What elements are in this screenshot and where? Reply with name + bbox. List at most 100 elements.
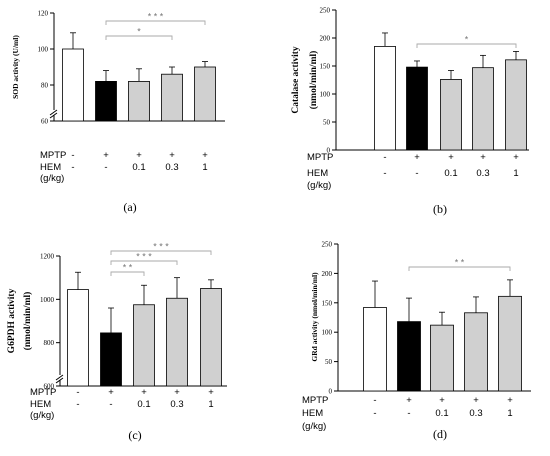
y-tick-label: 100 — [38, 46, 49, 54]
treatment-row-name: MPTP — [30, 387, 56, 398]
bar — [62, 48, 84, 122]
y-tick-label: 1000 — [40, 296, 55, 304]
treatment-value: 0.1 — [444, 168, 457, 179]
significance-bracket — [408, 266, 511, 271]
y-tick-label: 0 — [327, 147, 331, 155]
significance-bracket — [416, 43, 517, 48]
significance-bracket — [110, 271, 145, 276]
bar — [397, 321, 421, 392]
y-axis-label: (nmol/min/ml) — [308, 51, 319, 110]
y-axis-label: (nmol/min/ml) — [22, 292, 33, 351]
treatment-value: - — [76, 387, 79, 398]
bar — [128, 81, 150, 122]
treatment-value: 1 — [202, 162, 207, 173]
bar — [498, 295, 522, 392]
bar — [161, 73, 183, 122]
treatment-value: + — [202, 150, 208, 161]
treatment-value: + — [169, 150, 175, 161]
panel-label: (b) — [433, 202, 447, 216]
treatment-value: 1 — [208, 399, 213, 410]
treatment-row-name: MPTP — [307, 152, 333, 163]
treatment-value: 0.1 — [132, 162, 145, 173]
treatment-row-name: (g/kg) — [40, 173, 64, 184]
bar — [363, 307, 387, 392]
y-tick-label: 600 — [44, 383, 55, 391]
y-tick-label: 60 — [41, 118, 49, 126]
significance-label: * * — [455, 258, 465, 268]
bar — [194, 66, 216, 122]
y-tick-label: 0 — [329, 388, 333, 396]
treatment-value: 0.3 — [469, 408, 482, 419]
treatment-row-name: MPTP — [40, 150, 66, 161]
treatment-value: 0.3 — [170, 399, 183, 410]
treatment-value: + — [174, 387, 180, 398]
treatment-value: 0.3 — [165, 162, 178, 173]
treatment-value: + — [473, 395, 479, 406]
significance-label: * * * — [136, 252, 152, 262]
y-tick-label: 200 — [320, 35, 331, 43]
bar — [200, 288, 222, 387]
treatment-value: + — [141, 387, 147, 398]
y-tick-label: 100 — [322, 329, 333, 337]
treatment-value: 0.3 — [476, 168, 489, 179]
bar — [67, 289, 89, 387]
treatment-value: - — [383, 152, 386, 163]
treatment-value: + — [480, 152, 486, 163]
chart-panel-2: 0 50 100 150 200 250 * Catalase activity (nmol/m… — [291, 7, 529, 216]
significance-label: * * * — [153, 242, 169, 252]
bar — [406, 66, 428, 151]
axis-break-mark — [55, 374, 64, 381]
significance-label: * * — [123, 263, 133, 273]
treatment-value: + — [406, 395, 412, 406]
y-tick-label: 50 — [323, 119, 331, 127]
y-axis-label: Catalase activity — [291, 46, 301, 114]
y-tick-label: 50 — [325, 358, 333, 366]
axis-break-mark — [49, 109, 58, 116]
significance-label: * — [137, 27, 141, 37]
treatment-value: 0.1 — [435, 408, 448, 419]
treatment-row-name: HEM — [40, 162, 61, 173]
treatment-value: - — [104, 162, 107, 173]
treatment-value: + — [208, 387, 214, 398]
y-tick-label: 250 — [322, 241, 333, 249]
significance-bracket — [110, 260, 178, 265]
bar — [464, 312, 488, 392]
y-tick-label: 80 — [41, 82, 49, 90]
treatment-row-name: HEM — [302, 408, 323, 419]
y-axis-label: G6PDH activity — [7, 288, 17, 353]
treatment-value: - — [383, 168, 386, 179]
bar — [374, 46, 396, 151]
panel-label: (c) — [128, 428, 141, 442]
treatment-value: + — [439, 395, 445, 406]
axis-break-mark — [49, 112, 58, 119]
treatment-value: + — [448, 152, 454, 163]
treatment-row-name: (g/kg) — [30, 410, 54, 421]
axis-break-mark — [55, 377, 64, 384]
treatment-value: - — [71, 162, 74, 173]
significance-label: * — [465, 35, 469, 45]
treatment-value: + — [103, 150, 109, 161]
treatment-value: + — [414, 152, 420, 163]
y-axis-label: GRd activity (nmol/min/ml) — [310, 272, 319, 362]
treatment-value: 1 — [507, 408, 512, 419]
significance-bracket — [105, 35, 173, 40]
treatment-value: - — [373, 395, 376, 406]
y-tick-label: 150 — [322, 299, 333, 307]
significance-label: * * * — [148, 12, 164, 22]
treatment-value: 1 — [513, 168, 518, 179]
bar — [430, 324, 454, 392]
y-tick-label: 200 — [322, 270, 333, 278]
y-axis-label: SOD activity (U/ml) — [11, 35, 20, 99]
y-tick-label: 800 — [44, 339, 55, 347]
treatment-row-name: MPTP — [302, 395, 328, 406]
bar — [166, 297, 188, 387]
significance-bracket — [105, 20, 206, 25]
bar — [440, 79, 462, 151]
treatment-row-name: (g/kg) — [307, 180, 331, 191]
y-tick-label: 250 — [320, 7, 331, 15]
bar — [472, 67, 494, 151]
panel-label: (a) — [123, 200, 136, 214]
treatment-value: + — [136, 150, 142, 161]
